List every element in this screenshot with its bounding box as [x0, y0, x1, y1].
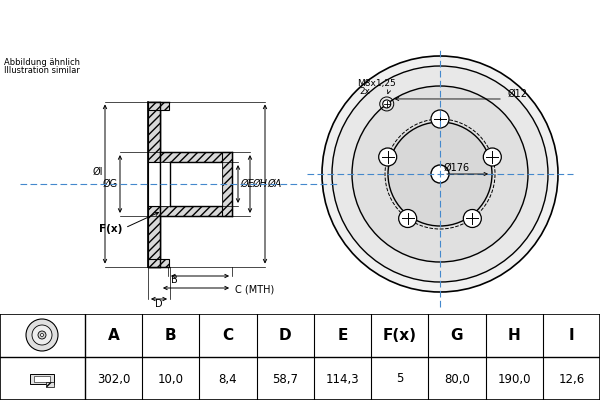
Bar	[148, 102, 160, 162]
Text: A: A	[108, 328, 119, 344]
Circle shape	[379, 148, 397, 166]
Bar	[160, 206, 232, 216]
Text: 58,7: 58,7	[272, 372, 298, 386]
Text: 114,3: 114,3	[326, 372, 359, 386]
Bar	[148, 162, 160, 206]
Circle shape	[398, 210, 416, 228]
Text: ØA: ØA	[267, 179, 281, 189]
Bar	[148, 102, 169, 110]
Text: ate: ate	[419, 170, 500, 213]
Circle shape	[26, 319, 58, 351]
Bar	[46, 382, 54, 387]
Bar	[222, 152, 232, 216]
Circle shape	[484, 148, 502, 166]
Text: ØI: ØI	[92, 167, 103, 177]
Text: Abbildung ähnlich: Abbildung ähnlich	[4, 58, 80, 67]
Text: ®: ®	[495, 198, 505, 208]
Circle shape	[38, 331, 46, 339]
Text: M8x1,25: M8x1,25	[357, 79, 395, 88]
Text: 24.0110-0330.1    410330: 24.0110-0330.1 410330	[160, 16, 440, 34]
Text: D: D	[279, 328, 292, 344]
Bar	[148, 102, 160, 266]
Bar	[148, 258, 160, 266]
Bar	[160, 162, 222, 206]
Bar	[30, 374, 54, 384]
Circle shape	[322, 56, 558, 292]
Text: F(x): F(x)	[98, 224, 122, 234]
Text: Ø12: Ø12	[508, 89, 528, 99]
Text: B: B	[171, 275, 178, 285]
Text: 12,6: 12,6	[558, 372, 584, 386]
Text: C: C	[223, 328, 233, 344]
Circle shape	[431, 165, 449, 183]
Bar	[148, 258, 169, 266]
Text: Ø176: Ø176	[444, 163, 470, 173]
Text: 80,0: 80,0	[444, 372, 470, 386]
Circle shape	[332, 66, 548, 282]
Text: F(x): F(x)	[383, 328, 417, 344]
Text: 302,0: 302,0	[97, 372, 130, 386]
Circle shape	[431, 110, 449, 128]
Circle shape	[463, 210, 481, 228]
Text: H: H	[508, 328, 521, 344]
Bar	[160, 152, 232, 162]
Circle shape	[383, 100, 391, 108]
Text: E: E	[337, 328, 347, 344]
Bar	[148, 206, 160, 266]
Text: 2x: 2x	[360, 87, 371, 96]
Circle shape	[41, 334, 44, 336]
Text: I: I	[569, 328, 574, 344]
Text: 190,0: 190,0	[497, 372, 531, 386]
Text: G: G	[451, 328, 463, 344]
Circle shape	[388, 122, 492, 226]
Bar	[148, 102, 160, 110]
Text: ØG: ØG	[103, 179, 118, 189]
Bar	[34, 376, 50, 382]
Text: Illustration similar: Illustration similar	[4, 66, 80, 75]
Text: B: B	[165, 328, 176, 344]
Text: ØE: ØE	[240, 179, 254, 189]
Text: C (MTH): C (MTH)	[235, 285, 274, 295]
Circle shape	[352, 86, 528, 262]
Text: 5: 5	[396, 372, 403, 386]
Circle shape	[32, 325, 52, 345]
Text: ØH: ØH	[252, 179, 267, 189]
Text: D: D	[155, 299, 163, 309]
Text: 8,4: 8,4	[219, 372, 238, 386]
Text: 10,0: 10,0	[158, 372, 184, 386]
